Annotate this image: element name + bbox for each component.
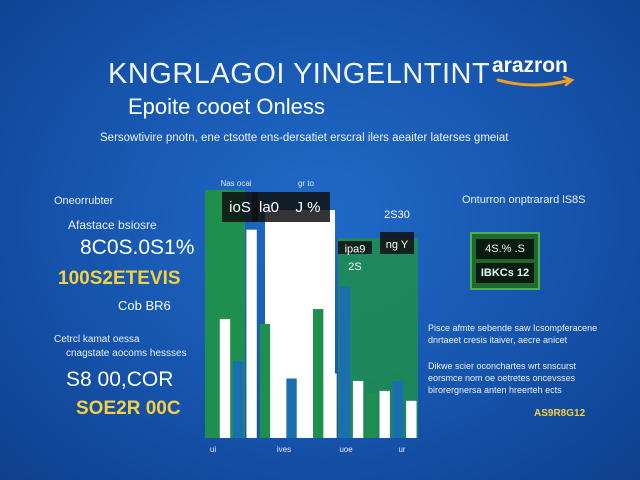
chart-bar <box>339 286 350 438</box>
page-subtitle: Epoite cooet Onless <box>128 94 325 119</box>
chart-tick-label: ur <box>398 445 405 454</box>
chart-tick-label: ives <box>277 445 291 454</box>
chart-bar <box>326 373 337 438</box>
amazon-logo: arazron <box>492 54 568 77</box>
chart-bar <box>219 318 231 438</box>
chart-bar <box>233 361 244 438</box>
chart-group-label: ipa9 <box>345 244 366 256</box>
left-label-2: Cetrcl kamat oessa <box>54 334 140 345</box>
chart-tick-label: uoe <box>339 445 353 454</box>
chart-label-box <box>286 192 330 222</box>
chart-group-label: ng Y <box>386 239 409 251</box>
chart-label-box <box>380 232 414 254</box>
left-value-5: SOE2R 00C <box>76 398 181 419</box>
chart-group-label: 2S30 <box>384 209 410 221</box>
chart-bar <box>406 400 417 438</box>
stat-card-row-1: 4S.% .S <box>476 239 534 259</box>
chart-bar <box>312 309 324 438</box>
page-title: KNGRLAGOI YINGELNTINT <box>108 58 491 90</box>
chart-bar <box>246 229 257 438</box>
chart-group-label: la0 <box>259 199 279 216</box>
stat-card-row-2: IBKCs 12 <box>476 263 534 283</box>
chart-bar <box>286 378 297 438</box>
chart-bar <box>273 348 284 438</box>
chart-group-label: ioS <box>229 199 251 216</box>
chart-bar <box>299 343 311 438</box>
chart-bar <box>379 390 390 438</box>
stat-card: 4S.% .S IBKCs 12 <box>470 232 540 290</box>
chart-tick-label: ui <box>210 445 216 454</box>
logo-smile-icon <box>496 76 575 87</box>
left-value-1: 8C0S.0S1% <box>80 236 195 259</box>
chart-label-box <box>252 192 286 222</box>
chart-bar <box>392 380 404 438</box>
chart-group-label: 2S <box>348 261 361 273</box>
chart-bar <box>366 393 377 438</box>
left-top-label: Oneorrubter <box>54 195 114 207</box>
chart-top-label: Nas ocai <box>220 179 251 188</box>
left-value-2: 100S2ETEVIS <box>58 268 181 289</box>
chart-label-box <box>338 241 372 254</box>
left-label-3: cnagstate aocoms hessses <box>66 348 187 359</box>
left-sub-label: Afastace bsiosre <box>68 218 157 232</box>
right-tag: AS9R8G12 <box>534 408 586 419</box>
page-description: Sersowtivire pnotn, ene ctsotte ens-ders… <box>100 132 509 144</box>
chart-bar <box>206 343 217 438</box>
right-note-1: Pisce afmte sebende saw Icsompferacene d… <box>428 323 598 345</box>
right-top-label: Onturron onptrarard lS8S <box>462 194 586 206</box>
chart-backdrop-green-right <box>338 238 418 438</box>
chart-group-label: J % <box>295 199 320 216</box>
chart-bar <box>259 323 271 438</box>
chart-top-label: gr to <box>298 179 315 188</box>
left-value-4: S8 00,COR <box>66 368 174 391</box>
right-note-2: Dikwe scier oconchartes wrt snscurst eor… <box>428 361 577 395</box>
left-value-3: Cob BR6 <box>118 298 171 313</box>
chart-bar <box>352 380 364 438</box>
